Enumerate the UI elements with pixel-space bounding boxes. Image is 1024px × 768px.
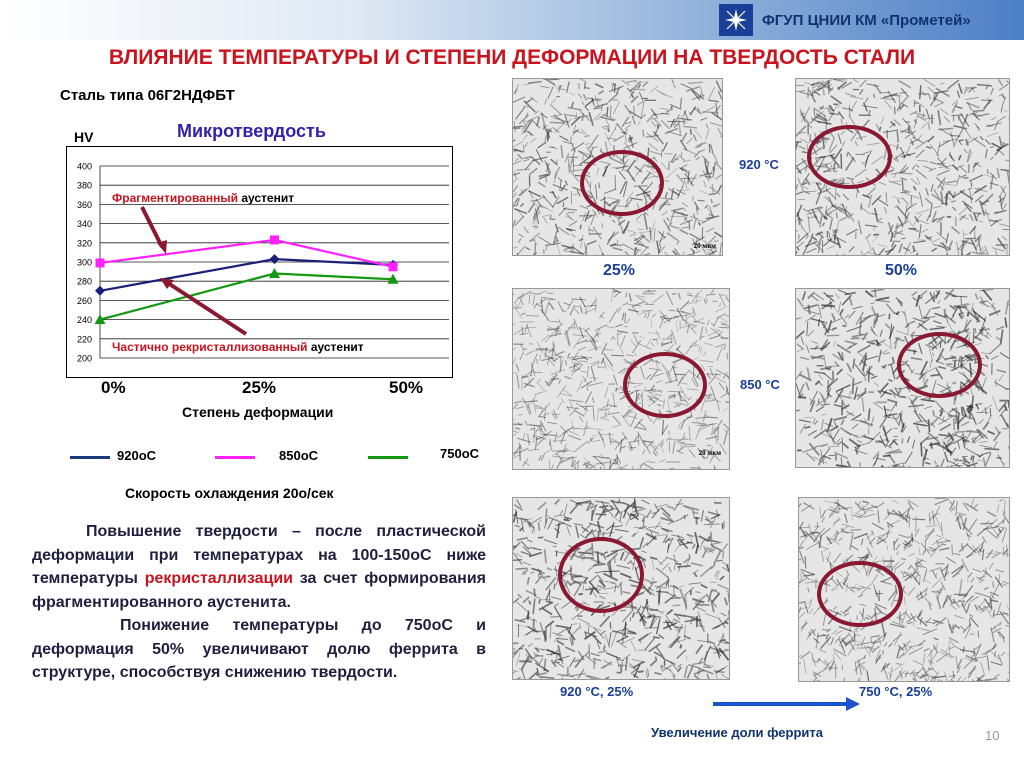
row-label-920: 920 °C bbox=[739, 157, 779, 172]
series-marker-1-2 bbox=[388, 262, 398, 272]
highlight-circle bbox=[580, 150, 664, 216]
series-marker-0-1 bbox=[269, 254, 280, 265]
annotation-arrowhead-fragmented bbox=[157, 240, 167, 254]
series-marker-2-1 bbox=[269, 268, 280, 279]
y-tick-label: 200 bbox=[77, 354, 92, 364]
series-marker-0-0 bbox=[95, 285, 105, 296]
hardness-chart: 200 220 240 260 280 300 320 340 360 380 400 Фрагме… bbox=[66, 146, 453, 378]
legend-line-750 bbox=[368, 456, 408, 459]
y-tick-label: 300 bbox=[77, 258, 92, 268]
caption-920-25: 920 °C, 25% bbox=[560, 684, 634, 699]
x-tick-label-0: 0% bbox=[101, 378, 126, 397]
annotation-arrow-recrystallized bbox=[166, 281, 248, 336]
organization-name: ФГУП ЦНИИ КМ «Прометей» bbox=[762, 12, 971, 29]
page-number: 10 bbox=[985, 728, 1000, 743]
header-bar bbox=[0, 0, 1024, 40]
cooling-rate-label: Скорость охлаждения 20о/сек bbox=[125, 485, 334, 501]
x-tick-label-1: 25% bbox=[242, 378, 277, 397]
y-tick-label: 360 bbox=[77, 200, 92, 210]
y-tick-label: 320 bbox=[77, 238, 92, 248]
highlight-circle bbox=[807, 125, 892, 189]
annotation-arrow-fragmented bbox=[140, 206, 164, 248]
micrograph-920-25: 20 мкм bbox=[512, 78, 723, 256]
series-marker-1-0 bbox=[95, 258, 105, 268]
annotation-arrowhead-recrystallized bbox=[160, 278, 174, 289]
scale-bar-label: 20 мкм bbox=[693, 242, 716, 250]
x-axis-title: Степень деформации bbox=[182, 404, 334, 420]
annotation-fragmented-suffix: аустенит bbox=[238, 191, 294, 205]
y-tick-label: 280 bbox=[77, 277, 92, 287]
chart-title: Микротвердость bbox=[177, 121, 326, 141]
description-p1-highlight: рекристаллизации bbox=[144, 570, 293, 587]
y-tick-label: 380 bbox=[77, 181, 92, 191]
legend-line-920 bbox=[70, 456, 110, 459]
series-marker-2-2 bbox=[387, 273, 399, 284]
y-tick-label: 220 bbox=[77, 334, 92, 344]
description-p1-end: за счет формирования фрагментированного … bbox=[32, 570, 486, 611]
description-paragraph-1: Повышение твердости – после пластической… bbox=[32, 520, 486, 614]
legend-line-850 bbox=[215, 456, 255, 459]
description-paragraph-2: Понижение температуры до 750оС и деформа… bbox=[32, 617, 486, 681]
highlight-circle bbox=[623, 352, 707, 418]
legend-label-920: 920оС bbox=[117, 448, 157, 463]
highlight-circle bbox=[817, 561, 903, 627]
svg-text:Частично рекристаллизованный а: Частично рекристаллизованный аустенит bbox=[112, 340, 364, 354]
annotation-recrystallized-suffix: аустенит bbox=[308, 340, 364, 354]
ferrite-arrow-head bbox=[846, 697, 860, 711]
page-title: ВЛИЯНИЕ ТЕМПЕРАТУРЫ И СТЕПЕНИ ДЕФОРМАЦИИ… bbox=[108, 46, 916, 69]
highlight-circle bbox=[897, 332, 982, 398]
ferrite-arrow-line bbox=[713, 702, 848, 706]
steel-label: Сталь типа 06Г2НДФБТ bbox=[60, 87, 235, 104]
scale-bar-label: 20 мкм bbox=[698, 449, 721, 457]
logo-icon bbox=[719, 4, 753, 36]
y-tick-label: 340 bbox=[77, 219, 92, 229]
description-text: Повышение твердости – после пластической… bbox=[32, 520, 486, 685]
series-marker-1-1 bbox=[270, 235, 279, 245]
series-marker-2-0 bbox=[94, 314, 106, 325]
row-label-850: 850 °C bbox=[740, 377, 780, 392]
column-label-50: 50% bbox=[885, 262, 918, 279]
x-tick-label-2: 50% bbox=[389, 378, 424, 397]
svg-text:Фрагментированный аустенит: Фрагментированный аустенит bbox=[112, 191, 294, 205]
y-axis-title: HV bbox=[74, 129, 94, 145]
ferrite-caption: Увеличение доли феррита bbox=[651, 725, 823, 740]
caption-750-25: 750 °C, 25% bbox=[859, 684, 933, 699]
legend-label-850: 850оС bbox=[279, 448, 319, 463]
chart-svg: 200 220 240 260 280 300 320 340 360 380 400 Фрагме… bbox=[66, 146, 453, 378]
description-p1-start: Повышение твердости – после пластической… bbox=[32, 523, 486, 587]
column-label-25: 25% bbox=[603, 262, 636, 279]
highlight-circle bbox=[558, 537, 644, 613]
y-tick-label: 400 bbox=[77, 162, 92, 172]
annotation-recrystallized-prefix: Частично рекристаллизованный bbox=[112, 340, 308, 354]
annotation-fragmented-prefix: Фрагментированный bbox=[112, 191, 238, 205]
legend-label-750: 750оС bbox=[440, 446, 480, 461]
y-tick-label: 240 bbox=[77, 315, 92, 325]
y-tick-label: 260 bbox=[77, 296, 92, 306]
